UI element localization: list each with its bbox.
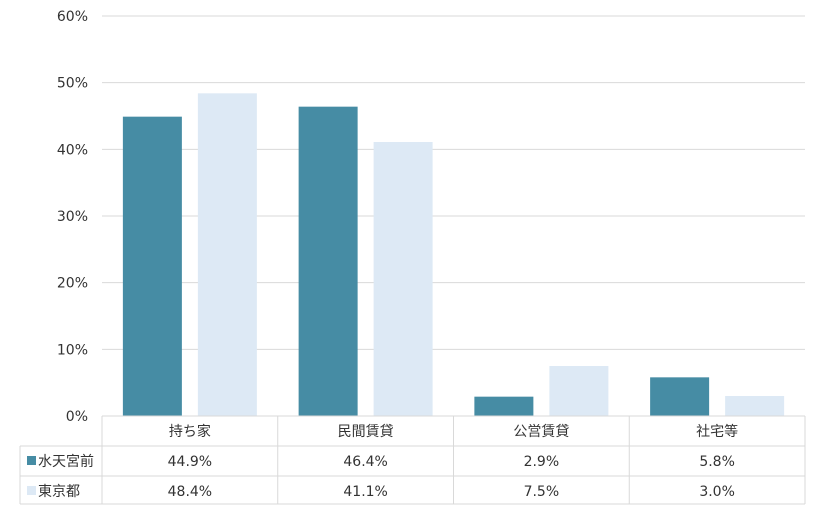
y-tick-label: 30% (57, 209, 88, 225)
bar (197, 93, 257, 416)
data-label: 46.4% (343, 454, 387, 470)
y-tick-label: 20% (57, 276, 88, 292)
y-tick-label: 60% (57, 9, 88, 25)
data-label: 41.1% (343, 484, 387, 500)
bar (725, 396, 785, 416)
legend-key (27, 486, 36, 495)
category-label: 公営賃貸 (513, 424, 569, 440)
data-label: 44.9% (168, 454, 212, 470)
series-name: 水天宮前 (38, 453, 94, 470)
bar (373, 142, 433, 416)
y-tick-label: 40% (57, 142, 88, 158)
bars (122, 93, 785, 417)
y-tick-label: 50% (57, 76, 88, 92)
data-label: 7.5% (524, 484, 560, 500)
bar (298, 106, 358, 417)
category-label: 持ち家 (169, 423, 211, 440)
series-name: 東京都 (38, 484, 80, 500)
y-tick-label: 10% (57, 342, 88, 358)
bar (549, 366, 609, 416)
data-label: 3.0% (699, 484, 735, 500)
y-tick-labels: 0% 10% 20% 30% 40% 50% 60% (57, 9, 88, 425)
bar (474, 396, 534, 416)
category-label: 民間賃貸 (338, 424, 394, 440)
legend-key (27, 456, 36, 465)
y-tick-label: 0% (66, 409, 88, 425)
data-label: 5.8% (699, 454, 735, 470)
category-label: 社宅等 (696, 423, 738, 440)
bar (122, 116, 182, 417)
data-label: 48.4% (168, 484, 212, 500)
data-label: 2.9% (524, 454, 560, 470)
bar (650, 377, 710, 416)
